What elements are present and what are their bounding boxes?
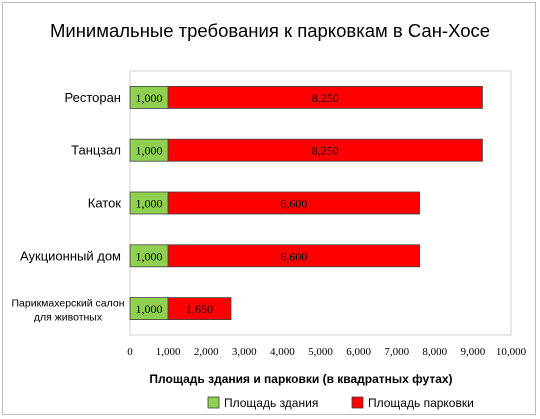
data-label-building-1: 1,000: [136, 144, 163, 158]
x-tick-label-0: 0: [127, 346, 133, 358]
x-tick-label-10: 10,000: [496, 346, 527, 358]
legend-label-1: Площадь парковки: [368, 396, 474, 410]
chart-title: Минимальные требования к парковкам в Сан…: [49, 20, 491, 41]
category-label-4-line2: для животных: [34, 312, 103, 324]
data-label-parking-2: 6,600: [280, 197, 307, 211]
bar-parking-2: [167, 191, 420, 215]
bar-parking-4: [167, 297, 232, 321]
data-label-building-0: 1,000: [136, 91, 163, 105]
legend-swatch-0: [207, 396, 220, 409]
x-tick-label-1: 1,000: [156, 346, 181, 358]
x-tick-label-3: 3,000: [232, 346, 257, 358]
data-label-parking-1: 8,250: [312, 144, 339, 158]
x-tick-label-8: 8,000: [422, 346, 447, 358]
x-tick-label-7: 7,000: [384, 346, 409, 358]
x-axis-label: Площадь здания и парковки (в квадратных …: [149, 372, 452, 386]
data-label-building-4: 1,000: [136, 302, 163, 316]
category-labels: Ресторан Танцзал Каток Аукционный дом Парикм…: [11, 90, 124, 324]
legend-swatch-1: [351, 396, 364, 409]
bars-group: 1,000 8,250 1,000 8,250 1,000 6,600 1,000 6,600…: [129, 86, 483, 321]
data-label-parking-4: 1,650: [186, 302, 213, 316]
x-tick-label-4: 4,000: [270, 346, 295, 358]
legend-label-0: Площадь здания: [224, 396, 318, 410]
category-label-4: Парикмахерский салон: [11, 298, 124, 310]
category-label-0: Ресторан: [64, 90, 121, 105]
data-label-parking-3: 6,600: [280, 249, 307, 263]
data-label-parking-0: 8,250: [312, 91, 339, 105]
bar-parking-3: [167, 244, 420, 268]
category-label-1: Танцзал: [71, 143, 121, 158]
x-tick-label-2: 2,000: [194, 346, 219, 358]
category-label-2: Каток: [88, 196, 122, 211]
data-label-building-3: 1,000: [136, 249, 163, 263]
data-label-building-2: 1,000: [136, 197, 163, 211]
x-tick-label-9: 9,000: [461, 346, 486, 358]
bar-parking-0: [167, 86, 483, 109]
bar-parking-1: [167, 138, 483, 162]
legend: Площадь здания Площадь парковки: [207, 396, 474, 410]
x-tick-label-5: 5,000: [308, 346, 333, 358]
x-tick-labels: 0 1,000 2,000 3,000 4,000 5,000 6,000 7,000 8,00…: [127, 346, 526, 358]
category-label-3: Аукционный дом: [20, 248, 121, 263]
x-tick-label-6: 6,000: [346, 346, 371, 358]
